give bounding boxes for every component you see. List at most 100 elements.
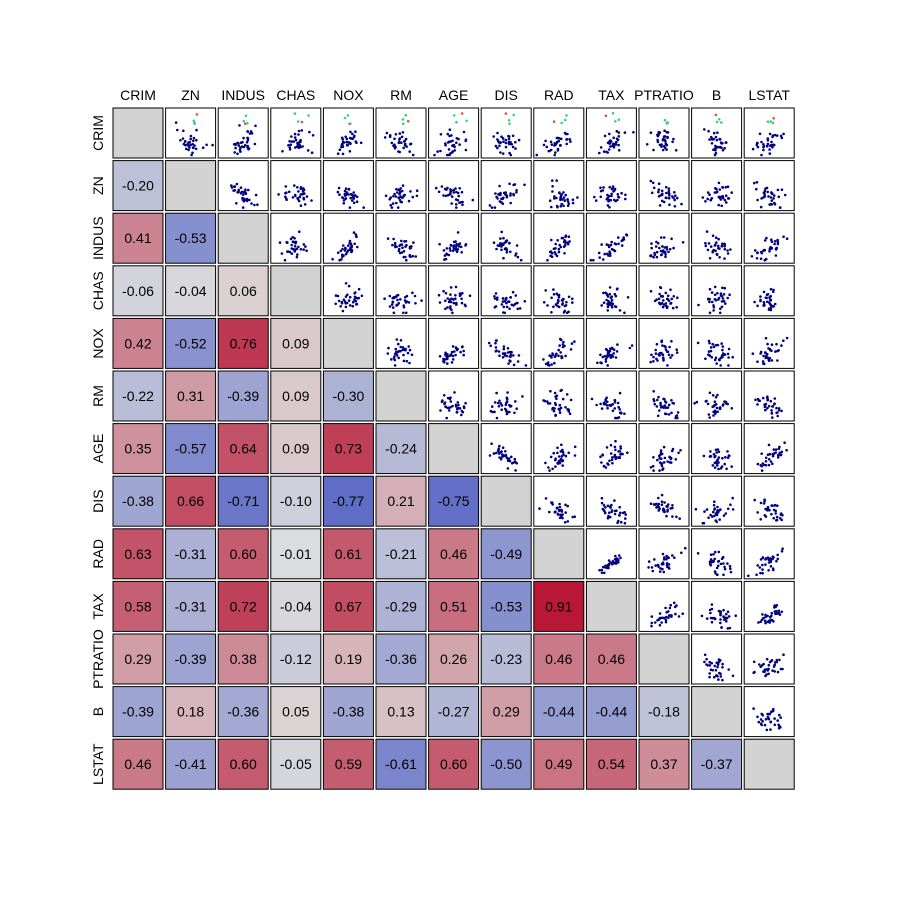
scatter-point bbox=[751, 147, 755, 151]
scatter-point bbox=[771, 462, 774, 466]
scatter-point bbox=[560, 202, 563, 206]
scatter-point bbox=[723, 247, 727, 251]
scatter-point bbox=[726, 456, 730, 460]
scatter-point bbox=[506, 457, 510, 460]
scatter-point bbox=[550, 255, 554, 258]
scatter-point bbox=[413, 294, 417, 298]
scatter-point bbox=[713, 147, 717, 150]
scatter-point bbox=[607, 463, 610, 466]
scatter-point bbox=[433, 153, 436, 157]
scatter-point-outlier bbox=[455, 120, 458, 124]
scatter-point bbox=[552, 409, 556, 413]
corr-value-dis-rm: 0.21 bbox=[387, 493, 414, 509]
scatter-point bbox=[718, 188, 722, 191]
scatter-point bbox=[649, 502, 653, 506]
scatter-point bbox=[650, 242, 653, 245]
scatter-panel-crim-rm bbox=[375, 107, 427, 159]
scatter-point bbox=[563, 304, 567, 308]
scatter-point bbox=[719, 618, 722, 621]
corr-cell-nox-zn bbox=[165, 317, 217, 369]
scatter-point bbox=[756, 403, 759, 406]
scatter-point bbox=[310, 199, 313, 202]
scatter-point bbox=[776, 719, 779, 722]
scatter-point bbox=[716, 410, 719, 414]
scatter-point bbox=[250, 132, 254, 135]
scatter-point bbox=[618, 505, 621, 509]
scatter-point bbox=[442, 394, 446, 397]
scatter-point bbox=[599, 353, 602, 357]
scatter-point bbox=[718, 407, 722, 410]
scatter-points-chas-lstat bbox=[753, 287, 777, 312]
scatter-point bbox=[780, 188, 784, 191]
scatter-point bbox=[776, 349, 779, 353]
scatter-point bbox=[494, 350, 498, 353]
scatter-point bbox=[670, 614, 673, 617]
scatter-point bbox=[455, 141, 458, 144]
scatter-point bbox=[446, 306, 449, 309]
scatter-point bbox=[352, 191, 356, 194]
scatter-point bbox=[457, 403, 460, 407]
scatter-point bbox=[554, 403, 558, 407]
corr-value-rad-crim: 0.63 bbox=[124, 546, 151, 562]
scatter-point-outlier bbox=[720, 121, 723, 124]
scatter-point bbox=[719, 562, 723, 566]
scatter-point bbox=[660, 145, 663, 148]
scatter-point bbox=[456, 191, 460, 195]
scatter-point bbox=[767, 301, 771, 304]
scatter-point bbox=[444, 291, 448, 295]
scatter-point bbox=[611, 461, 614, 465]
scatter-point bbox=[559, 194, 563, 197]
scatter-point-outlier bbox=[402, 122, 405, 126]
scatter-point bbox=[501, 300, 505, 303]
corr-cell-tax-chas bbox=[270, 580, 322, 632]
corr-cell-chas-zn bbox=[165, 265, 217, 317]
scatter-point bbox=[775, 660, 779, 664]
scatter-points-zn-dis bbox=[488, 182, 526, 209]
scatter-point bbox=[667, 250, 670, 254]
scatter-point bbox=[614, 554, 617, 558]
scatter-point bbox=[710, 661, 713, 665]
scatter-points-age-dis bbox=[488, 442, 519, 472]
scatter-point bbox=[619, 511, 622, 515]
scatter-point bbox=[391, 306, 395, 309]
scatter-point bbox=[450, 297, 453, 301]
scatter-point bbox=[711, 234, 715, 238]
corr-value-age-zn: -0.57 bbox=[175, 441, 207, 457]
scatter-points-dis-b bbox=[694, 496, 735, 525]
scatter-point bbox=[340, 136, 344, 140]
scatter-point bbox=[652, 360, 655, 363]
scatter-point bbox=[454, 187, 457, 190]
scatter-point bbox=[670, 354, 674, 357]
scatter-point bbox=[704, 357, 707, 361]
scatter-point bbox=[189, 137, 192, 141]
corr-cell-rad-dis bbox=[480, 528, 532, 580]
scatter-point bbox=[297, 190, 300, 193]
scatter-panel-indus-tax bbox=[585, 212, 637, 264]
scatter-point bbox=[609, 356, 613, 359]
scatter-point bbox=[767, 458, 771, 461]
scatter-point bbox=[508, 151, 511, 155]
scatter-point bbox=[769, 196, 773, 199]
corr-value-b-nox: -0.38 bbox=[332, 704, 364, 720]
scatter-point bbox=[553, 391, 557, 395]
corr-cell-lstat-tax bbox=[585, 738, 637, 790]
scatter-point bbox=[455, 206, 458, 209]
scatter-point bbox=[174, 121, 178, 124]
scatter-point bbox=[776, 238, 779, 242]
scatter-point bbox=[571, 201, 575, 205]
scatter-point bbox=[717, 609, 721, 613]
scatter-points-tax-ptratio bbox=[650, 601, 684, 628]
scatter-point bbox=[726, 450, 729, 453]
scatter-point bbox=[726, 402, 729, 406]
corr-cell-ptratio-rad bbox=[533, 633, 585, 685]
scatter-point bbox=[185, 147, 188, 151]
scatter-point bbox=[724, 456, 727, 459]
scatter-point bbox=[657, 502, 661, 506]
corr-cell-lstat-indus bbox=[217, 738, 269, 790]
scatter-point bbox=[558, 191, 561, 195]
scatter-point bbox=[548, 354, 551, 357]
scatter-point bbox=[671, 306, 675, 310]
scatter-point bbox=[390, 141, 394, 145]
scatter-point bbox=[759, 298, 762, 302]
scatter-point bbox=[556, 451, 559, 455]
